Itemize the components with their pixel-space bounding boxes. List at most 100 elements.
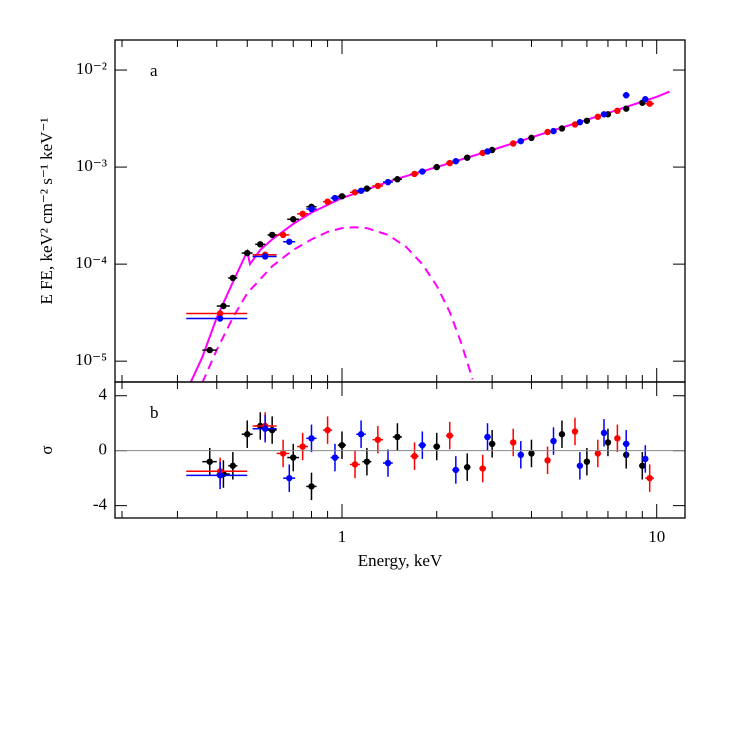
data-point	[600, 429, 608, 437]
data-point	[308, 483, 315, 490]
data-point	[216, 310, 224, 317]
data-point	[384, 178, 392, 186]
data-point	[299, 210, 306, 218]
data-point	[308, 205, 315, 213]
data-point	[374, 182, 382, 190]
data-point	[484, 148, 491, 155]
data-point	[357, 187, 365, 194]
data-point	[623, 440, 630, 448]
data-point	[594, 450, 602, 457]
y-tick-label: 10⁻⁴	[75, 253, 107, 272]
data-point	[576, 462, 584, 469]
data-point	[411, 170, 418, 178]
data-point	[331, 454, 339, 461]
data-point	[517, 451, 525, 459]
data-point	[558, 125, 566, 132]
data-point	[286, 474, 293, 482]
data-point	[488, 440, 496, 448]
data-point	[261, 253, 269, 260]
data-point	[216, 315, 224, 322]
data-point	[394, 176, 401, 183]
data-point	[357, 431, 365, 438]
data-point	[229, 274, 237, 282]
data-point	[446, 159, 453, 167]
data-point	[600, 111, 608, 118]
data-point	[286, 238, 293, 245]
data-point	[464, 463, 471, 471]
data-point	[623, 92, 630, 99]
data-point	[484, 433, 491, 441]
data-point	[363, 458, 371, 465]
data-point	[517, 137, 525, 145]
data-point	[244, 431, 251, 438]
panel-frame	[114, 381, 686, 519]
data-point	[206, 346, 213, 354]
data-point	[642, 96, 649, 103]
data-point	[452, 466, 460, 474]
model-curve	[189, 90, 671, 382]
data-point	[419, 441, 426, 449]
data-point	[279, 231, 287, 239]
y-tick-label: 10⁻³	[76, 156, 107, 175]
data-point	[244, 249, 251, 257]
data-point	[594, 113, 602, 120]
panel-frame	[114, 39, 686, 383]
x-tick-label: 1	[338, 527, 347, 546]
data-point	[639, 462, 646, 469]
data-point	[433, 163, 440, 171]
data-point	[268, 231, 276, 239]
y-tick-label: 0	[99, 440, 108, 459]
data-point	[646, 100, 653, 107]
data-point	[642, 455, 649, 463]
data-point	[510, 439, 517, 446]
plot-area	[186, 412, 654, 501]
data-point	[583, 117, 591, 124]
data-point	[338, 193, 346, 200]
data-point	[374, 436, 382, 443]
data-point	[324, 426, 331, 434]
data-point	[351, 461, 359, 468]
data-point	[446, 432, 453, 439]
data-point	[268, 426, 276, 434]
data-point	[206, 458, 213, 465]
data-point	[510, 140, 517, 147]
y-axis-label: E FE, keV² cm⁻² s⁻¹ keV⁻¹	[37, 117, 56, 304]
data-point	[544, 457, 551, 464]
data-point	[299, 443, 306, 450]
data-point	[279, 450, 287, 457]
x-tick-label: 10	[648, 527, 665, 546]
y-tick-label: -4	[93, 495, 108, 514]
plot-area	[186, 90, 671, 382]
panel-label: a	[150, 61, 158, 80]
panel-label: b	[150, 403, 159, 422]
data-point	[419, 168, 426, 175]
data-point	[216, 472, 224, 479]
y-axis-label: σ	[37, 445, 56, 454]
data-point	[394, 433, 401, 441]
data-point	[220, 302, 227, 310]
data-point	[261, 425, 269, 432]
data-point	[464, 154, 471, 161]
data-point	[384, 459, 392, 467]
data-point	[614, 107, 621, 115]
data-point	[324, 198, 331, 205]
y-tick-label: 10⁻²	[76, 59, 107, 78]
data-point	[558, 431, 566, 438]
data-point	[604, 439, 612, 446]
data-point	[331, 194, 339, 202]
model-curve	[201, 226, 474, 382]
data-point	[308, 435, 315, 442]
data-point	[479, 465, 486, 472]
data-point	[571, 428, 579, 435]
data-point	[550, 127, 557, 135]
data-point	[544, 128, 551, 136]
data-point	[528, 450, 535, 457]
data-point	[338, 441, 346, 449]
data-point	[433, 443, 440, 450]
y-tick-label: 4	[99, 385, 108, 404]
data-point	[571, 121, 579, 128]
data-point	[411, 452, 418, 460]
data-point	[229, 462, 237, 469]
data-point	[646, 474, 653, 482]
